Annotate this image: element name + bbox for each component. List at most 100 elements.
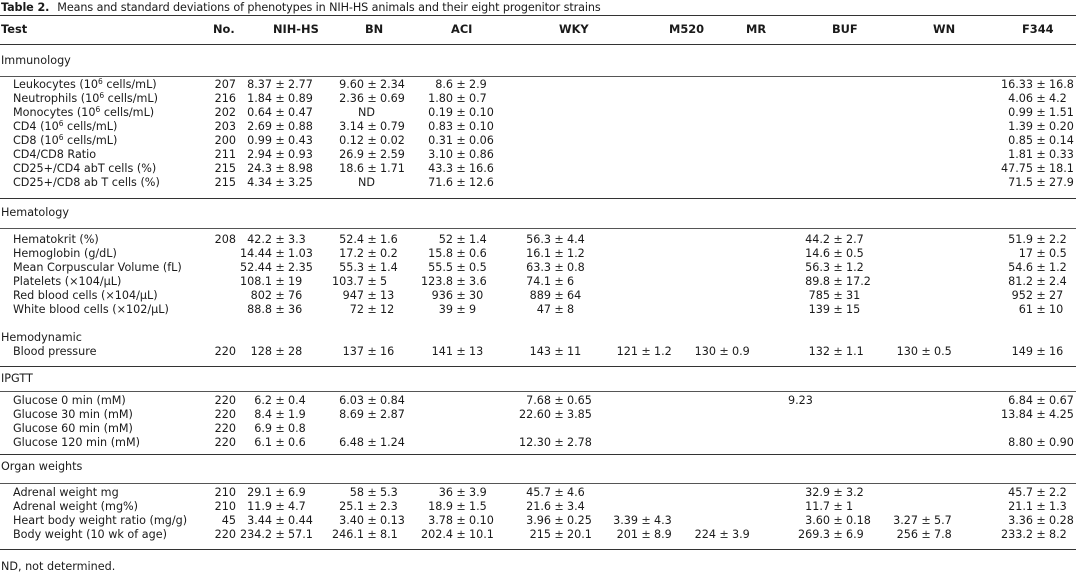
plus-minus-sign: ± — [456, 176, 466, 189]
mean-value: 36 — [438, 486, 453, 499]
test-name: CD4/CD8 Ratio — [13, 148, 97, 161]
table-rule — [0, 366, 1076, 367]
mean-value: 63.3 — [526, 261, 551, 274]
plus-minus-sign: ± — [554, 500, 564, 513]
sd-value: 2.3 — [380, 500, 398, 513]
sd-value: 10 — [1049, 303, 1064, 316]
plus-minus-sign: ± — [833, 486, 843, 499]
plus-minus-sign: ± — [833, 289, 843, 302]
mean-value: 45.7 — [1008, 486, 1033, 499]
sd-value: 11 — [567, 345, 582, 358]
table-caption: Table 2. Means and standard deviations of… — [1, 1, 601, 14]
plus-minus-sign: ± — [275, 148, 285, 161]
sd-value: 6.9 — [846, 528, 864, 541]
mean-value: 8.80 — [1008, 436, 1033, 449]
plus-minus-sign: ± — [456, 486, 466, 499]
sd-value: 2.2 — [1049, 233, 1067, 246]
mean-value: 47 — [536, 303, 551, 316]
value-f344: 16.33 ±16.8 — [981, 78, 1076, 92]
table-rule — [0, 549, 1076, 550]
column-header-buf: BUF — [832, 22, 858, 36]
value-bn: 26.9 ±2.59 — [312, 148, 432, 162]
sd-value: 0.7 — [469, 92, 487, 105]
table-label: Table 2. — [1, 1, 50, 14]
sd-value: 0.47 — [288, 106, 313, 119]
table-rule — [0, 391, 1076, 392]
mean-value: 18.9 — [428, 500, 453, 513]
table-row: Mean Corpuscular Volume (fL) 52.44 ±2.35 55… — [0, 261, 1076, 275]
sd-value: 0.44 — [288, 514, 313, 527]
table-row: Glucose 30 min (mM) 220 8.4 ±1.9 8.69 ±2.87 22… — [0, 408, 1076, 422]
table-rule — [0, 44, 1076, 45]
plus-minus-sign: ± — [275, 500, 285, 513]
sd-value: 4.2 — [1049, 92, 1067, 105]
plus-minus-sign: ± — [554, 261, 564, 274]
mean-value: 137 — [342, 345, 364, 358]
column-header-m520: M520 — [669, 22, 705, 36]
table-row: Hemoglobin (g/dL) 14.44 ±1.03 17.2 ±0.2 15.8 ±… — [0, 247, 1076, 261]
plus-minus-sign: ± — [554, 528, 564, 541]
sd-value: 1 — [846, 500, 854, 513]
value-bn: 55.3 ±1.4 — [312, 261, 432, 275]
column-header-test: Test — [1, 22, 28, 36]
test-name: CD4 (106 cells/mL) — [13, 119, 118, 133]
mean-value: 149 — [1011, 345, 1033, 358]
sd-value: 0.5 — [934, 345, 952, 358]
sd-value: 31 — [846, 289, 861, 302]
value-aci: 3.10 ±0.86 — [401, 148, 521, 162]
table-rule — [0, 198, 1076, 199]
sd-value: 16 — [1049, 345, 1064, 358]
plus-minus-sign: ± — [554, 247, 564, 260]
mean-value: 45.7 — [526, 486, 551, 499]
sd-value: 5 — [380, 275, 388, 288]
mean-value: 29.1 — [247, 486, 272, 499]
value-buf: 14.6 ±0.5 — [778, 247, 898, 261]
mean-value: 139 — [808, 303, 830, 316]
value-f344: 13.84 ±4.25 — [981, 408, 1076, 422]
table-row: Body weight (10 wk of age) 220 234.2 ±57.1 2… — [0, 528, 1076, 542]
value-f344: 17 ±0.5 — [981, 247, 1076, 261]
value-aci: 1.80 ±0.7 — [401, 92, 521, 106]
mean-value: 6.84 — [1008, 394, 1033, 407]
table-row: Red blood cells (×104/μL) 802 ±76 947 ±13 936… — [0, 289, 1076, 303]
mean-value: 25.1 — [339, 500, 364, 513]
value-buf: 132 ±1.1 — [778, 345, 898, 359]
value-wky: 47 ±8 — [499, 303, 619, 317]
value-buf: 3.60 ±0.18 — [778, 514, 898, 528]
plus-minus-sign: ± — [921, 514, 931, 527]
sd-value: 10.1 — [469, 528, 494, 541]
sample-count: 208 — [214, 233, 236, 246]
mean-value: 44.2 — [805, 233, 830, 246]
value-wky: 63.3 ±0.8 — [499, 261, 619, 275]
mean-value: 0.12 — [339, 134, 364, 147]
mean-value: 4.06 — [1008, 92, 1033, 105]
sample-count: 220 — [214, 422, 236, 435]
value-bn: 9.60 ±2.34 — [312, 78, 432, 92]
plus-minus-sign: ± — [275, 247, 285, 260]
mean-value: 9.60 — [339, 78, 364, 91]
mean-value: 0.19 — [428, 106, 453, 119]
section-heading-text: Hematology — [1, 206, 69, 219]
sd-value: 4.3 — [654, 514, 672, 527]
sd-value: 0.10 — [469, 106, 494, 119]
not-determined-value: ND — [358, 106, 375, 119]
mean-value: 143 — [529, 345, 551, 358]
plus-minus-sign: ± — [456, 106, 466, 119]
plus-minus-sign: ± — [367, 345, 377, 358]
plus-minus-sign: ± — [641, 514, 651, 527]
sd-value: 6 — [567, 275, 575, 288]
mean-value: 22.60 — [518, 408, 551, 421]
sd-value: 1.51 — [1049, 106, 1074, 119]
value-mr: 130 ±0.9 — [664, 345, 784, 359]
sd-value: 20.1 — [567, 528, 592, 541]
mean-value: 14.44 — [239, 247, 272, 260]
plus-minus-sign: ± — [456, 233, 466, 246]
mean-value: 0.83 — [428, 120, 453, 133]
value-f344: 45.7 ±2.2 — [981, 486, 1076, 500]
plus-minus-sign: ± — [367, 514, 377, 527]
mean-value: 0.85 — [1008, 134, 1033, 147]
plus-minus-sign: ± — [367, 303, 377, 316]
value-buf: 269.3 ±6.9 — [778, 528, 898, 542]
sample-count: 211 — [214, 148, 236, 161]
plus-minus-sign: ± — [367, 408, 377, 421]
